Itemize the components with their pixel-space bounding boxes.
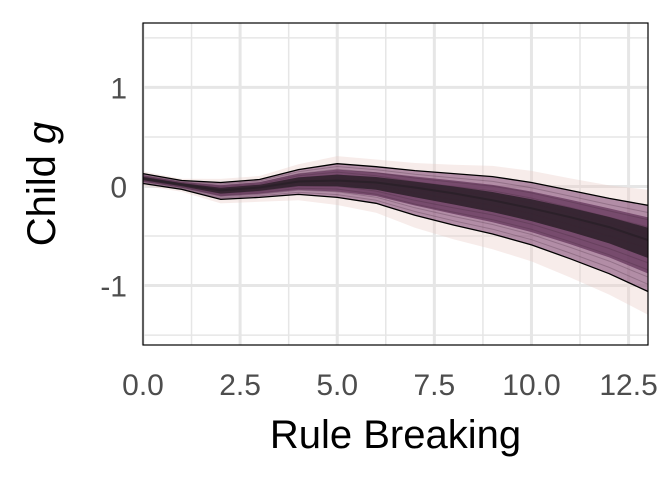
trajectory-line xyxy=(143,181,648,278)
y-tick-label: 0 xyxy=(110,171,127,204)
central-line xyxy=(143,177,648,241)
envelope-band-inner xyxy=(143,174,648,258)
trajectory-line xyxy=(143,174,648,235)
x-tick-label: 5.0 xyxy=(316,369,358,402)
x-tick-label: 10.0 xyxy=(502,369,560,402)
y-tick-label: -1 xyxy=(100,271,127,304)
y-tick-label: 1 xyxy=(110,72,127,105)
trajectory-line xyxy=(143,165,648,213)
y-axis-title: Child g xyxy=(20,122,64,247)
x-tick-label: 0.0 xyxy=(122,369,164,402)
data-layer xyxy=(143,156,648,315)
x-tick-label: 12.5 xyxy=(599,369,657,402)
y-axis-title-main: Child xyxy=(20,144,64,246)
trajectory-line xyxy=(143,178,648,257)
x-tick-label: 2.5 xyxy=(219,369,261,402)
y-axis-title-italic: g xyxy=(20,122,64,144)
lower-bound-line xyxy=(143,182,648,293)
envelope-band-middle xyxy=(143,169,648,274)
trajectory-line xyxy=(143,179,648,264)
tick-labels: 0.0 2.5 5.0 7.5 10.0 12.5 -1 0 1 xyxy=(100,72,657,402)
plot-panel-border xyxy=(142,22,649,346)
trajectory-line xyxy=(143,168,648,221)
upper-bound-line xyxy=(143,163,648,206)
x-axis-title: Rule Breaking xyxy=(270,413,521,457)
trajectory-line xyxy=(143,182,648,285)
trajectory-line xyxy=(143,171,648,228)
x-tick-label: 7.5 xyxy=(413,369,455,402)
trajectory-line xyxy=(143,180,648,271)
